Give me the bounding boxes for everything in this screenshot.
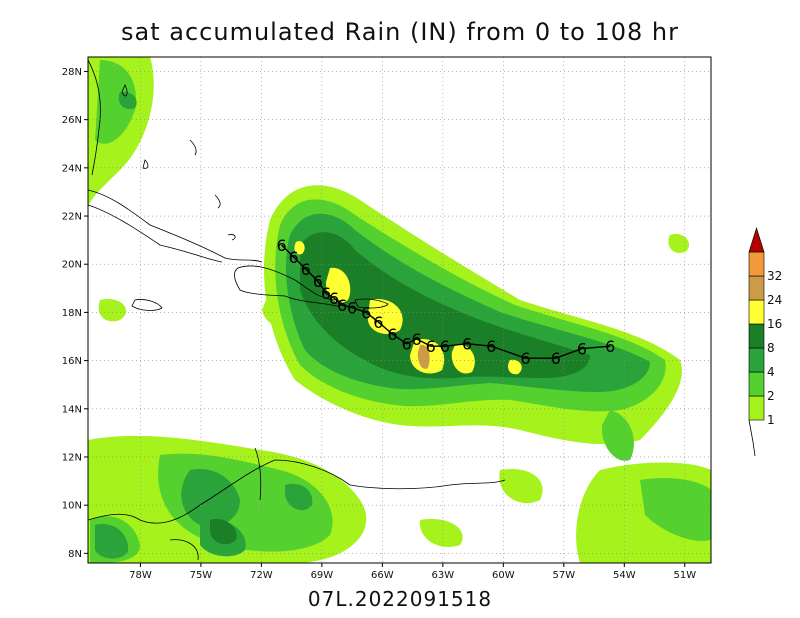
storm-track-line: [281, 244, 611, 359]
lon-tick-label: 75W: [190, 570, 213, 581]
storm-position-symbol: 6: [329, 289, 339, 308]
lat-tick-label: 16N: [62, 356, 82, 367]
lon-tick-label: 54W: [613, 570, 636, 581]
storm-position-symbol: 6: [412, 330, 422, 349]
storm-position-symbol: 6: [321, 284, 331, 303]
storm-position-symbol: 6: [289, 248, 299, 267]
storm-position-symbol: 6: [313, 272, 323, 291]
colorbar-label: 24: [767, 293, 782, 307]
lon-tick-label: 66W: [371, 570, 394, 581]
colorbar-segment: [748, 323, 765, 349]
rain-24in-region: [417, 344, 430, 369]
lon-tick-label: 57W: [553, 570, 576, 581]
colorbar-label: 1: [767, 413, 775, 427]
storm-position-symbol: 6: [426, 337, 436, 356]
lat-tick-label: 14N: [62, 404, 82, 415]
colorbar-label: 32: [767, 269, 782, 283]
storm-id-footer: 07L.2022091518: [307, 587, 493, 611]
lat-tick-label: 22N: [62, 212, 82, 223]
jamaica-coast: [131, 299, 163, 311]
storm-position-symbol: 6: [337, 296, 347, 315]
storm-position-symbol: 6: [276, 236, 286, 255]
lat-tick-label: 18N: [62, 308, 82, 319]
latitude-axis: 28N 26N 24N 22N 20N 18N 16N 14N 12N 10N 8N: [62, 67, 88, 560]
lon-tick-label: 60W: [492, 570, 515, 581]
longitude-axis: 78W 75W 72W 69W 66W 63W 60W 57W 54W 51W: [129, 563, 696, 581]
lat-tick-label: 10N: [62, 501, 82, 512]
storm-position-symbol: 6: [486, 337, 496, 356]
storm-position-symbol: 6: [462, 335, 472, 354]
rain-8in-region: [210, 232, 590, 545]
storm-position-symbol: 6: [301, 260, 311, 279]
plot-frame: [87, 56, 712, 564]
storm-position-symbol: 6: [361, 303, 371, 322]
south-america-coast: [88, 459, 506, 524]
coastlines: [88, 59, 506, 561]
colorbar-arrow: [748, 226, 765, 253]
hispaniola-coast: [234, 265, 342, 307]
lat-tick-label: 26N: [62, 115, 82, 126]
lon-tick-label: 72W: [250, 570, 273, 581]
storm-position-symbol: 6: [605, 337, 615, 356]
colorbar-label: 16: [767, 317, 782, 331]
colorbar-tail: [748, 419, 756, 457]
storm-position-symbol: 6: [387, 325, 397, 344]
lon-tick-label: 69W: [311, 570, 334, 581]
lat-tick-label: 20N: [62, 260, 82, 271]
colorbar-label: 4: [767, 365, 775, 379]
colorbar-segment: [748, 371, 765, 397]
colorbar-segment: [748, 275, 765, 301]
lon-tick-label: 63W: [432, 570, 455, 581]
chart-title: sat accumulated Rain (IN) from 0 to 108 …: [121, 18, 679, 46]
storm-position-symbol: 6: [373, 313, 383, 332]
cuba-coast: [88, 189, 263, 263]
colorbar-segment: [748, 299, 765, 325]
lon-tick-label: 51W: [673, 570, 696, 581]
florida-coast: [88, 59, 101, 176]
colorbar-segment: [748, 251, 765, 277]
storm-position-symbol: 6: [577, 340, 587, 359]
rainfall-field: [88, 57, 711, 563]
grid-lines: [88, 57, 711, 563]
storm-position-symbol: 6: [401, 335, 411, 354]
storm-position-symbol: 6: [440, 337, 450, 356]
lon-tick-label: 78W: [129, 570, 152, 581]
lat-tick-label: 8N: [68, 549, 82, 560]
puerto-rico-coast: [354, 298, 389, 309]
storm-position-symbol: 6: [347, 299, 357, 318]
colorbar-segment: [748, 395, 765, 421]
colorbar-segment: [748, 347, 765, 373]
lat-tick-label: 12N: [62, 452, 82, 463]
storm-position-symbol: 6: [551, 349, 561, 368]
colorbar-label: 8: [767, 341, 775, 355]
colorbar-label: 2: [767, 389, 775, 403]
storm-position-symbol: 6: [520, 349, 530, 368]
lat-tick-label: 24N: [62, 163, 82, 174]
lat-tick-label: 28N: [62, 67, 82, 78]
